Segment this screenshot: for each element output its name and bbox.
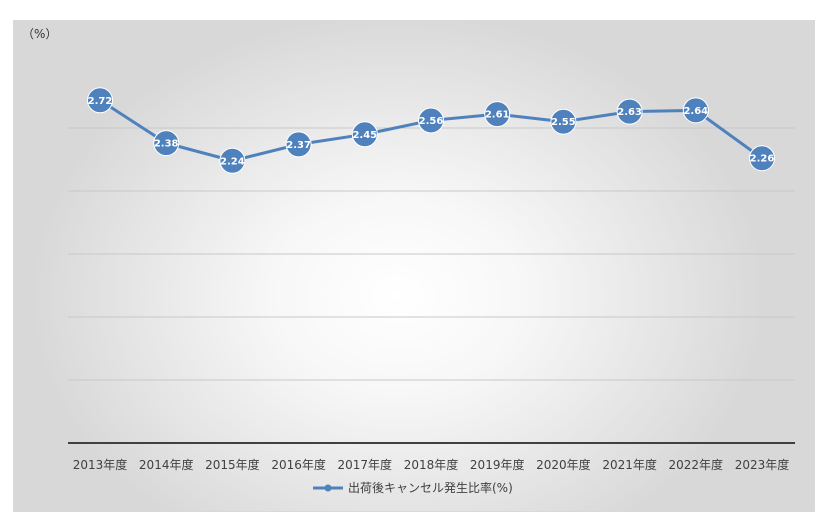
x-tick-label: 2022年度 (669, 457, 724, 472)
data-point (550, 108, 577, 135)
x-tick-label: 2017年度 (338, 457, 393, 472)
data-label: 2.63 (617, 107, 642, 118)
x-axis-tick-labels: 2013年度 2014年度 2015年度 2016年度 2017年度 2018年度 2019… (73, 457, 790, 472)
data-point (285, 131, 312, 158)
x-tick-label: 2019年度 (470, 457, 525, 472)
data-label: 2.24 (220, 156, 245, 167)
gridlines (68, 127, 795, 381)
legend-series-label: 出荷後キャンセル発生比率(%) (348, 480, 513, 495)
data-label: 2.64 (683, 106, 708, 117)
legend: 出荷後キャンセル発生比率(%) (313, 480, 513, 495)
data-point (484, 101, 511, 128)
data-label: 2.37 (286, 140, 311, 151)
data-label: 2.56 (419, 116, 444, 127)
x-tick-label: 2020年度 (536, 457, 591, 472)
x-tick-label: 2016年度 (271, 457, 326, 472)
legend-series-marker (324, 484, 332, 492)
data-point (219, 147, 246, 174)
x-tick-label: 2013年度 (73, 457, 128, 472)
data-point (87, 87, 113, 114)
chart-frame (13, 20, 815, 512)
data-label: 2.55 (551, 117, 576, 128)
data-label: 2.26 (750, 154, 775, 165)
data-label: 2.72 (88, 96, 113, 107)
data-point (351, 121, 378, 148)
data-point (749, 145, 775, 172)
data-point (153, 130, 180, 157)
data-label: 2.38 (154, 139, 179, 150)
series-layer: 2.72 2.38 2.24 2.37 2.45 2.56 2.61 2.55 2.63 2.64… (87, 87, 775, 174)
x-tick-label: 2014年度 (139, 457, 194, 472)
data-point (418, 107, 444, 134)
x-tick-label: 2021年度 (602, 457, 657, 472)
x-tick-label: 2023年度 (735, 457, 790, 472)
x-tick-label: 2018年度 (404, 457, 459, 472)
data-point (682, 97, 709, 124)
data-label: 2.61 (485, 110, 510, 121)
y-unit-label: （%） (22, 27, 57, 41)
x-tick-label: 2015年度 (205, 457, 260, 472)
data-point (616, 98, 643, 125)
data-label: 2.45 (352, 130, 377, 141)
